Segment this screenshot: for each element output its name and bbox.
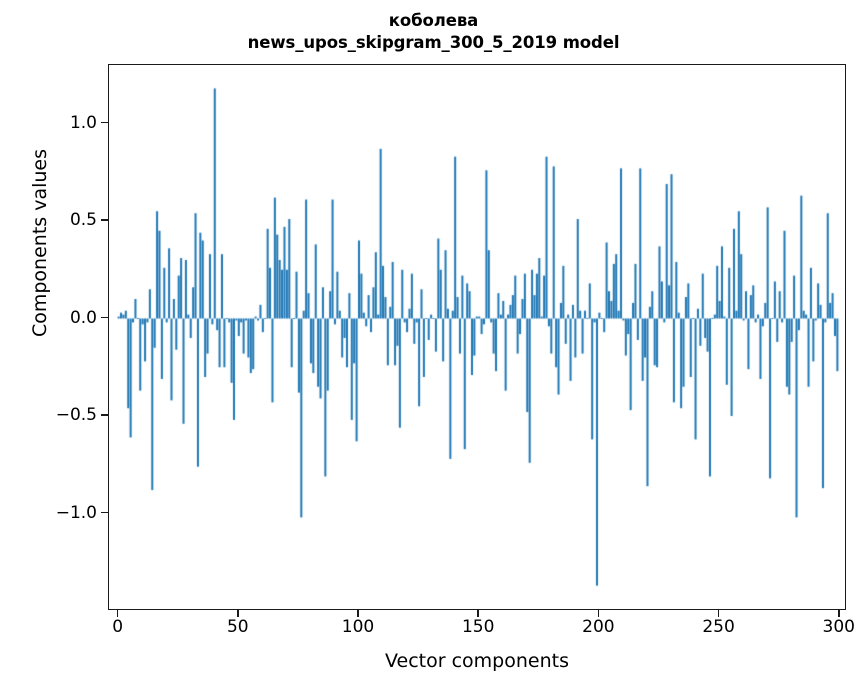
x-tick-label: 150 (461, 617, 495, 637)
x-tick-mark (357, 610, 359, 617)
y-tick-label: 0.0 (69, 307, 97, 328)
x-tick-label: 250 (702, 617, 735, 637)
chart-title-line-2: news_upos_skipgram_300_5_2019 model (247, 33, 620, 52)
x-tick-label: 300 (822, 617, 856, 637)
x-tick-mark (837, 610, 840, 617)
plot-axes (108, 64, 846, 610)
y-tick-mark (101, 414, 108, 416)
x-tick-mark (116, 610, 119, 617)
x-axis-label: Vector components (385, 650, 569, 672)
y-axis-label: Components values (29, 148, 51, 338)
x-tick-label: 200 (582, 617, 615, 637)
y-tick-label: 1.0 (69, 112, 97, 133)
y-tick-label: −0.5 (55, 405, 97, 425)
x-tick-mark (717, 610, 720, 617)
x-tick-mark (237, 610, 239, 617)
y-tick-mark (101, 121, 108, 124)
chart-title: коболева news_upos_skipgram_300_5_2019 m… (0, 10, 867, 54)
x-tick-label: 50 (226, 617, 249, 637)
chart-title-line-1: коболева (388, 11, 479, 30)
x-tick-mark (597, 610, 600, 617)
x-tick-mark (477, 610, 479, 617)
x-tick-label: 100 (341, 617, 375, 637)
y-axis-tick-area (0, 0, 108, 696)
y-tick-mark (101, 219, 108, 221)
y-tick-label: −1.0 (55, 502, 97, 523)
y-tick-label: 0.5 (69, 210, 97, 230)
y-tick-mark (101, 511, 108, 514)
bar-series-canvas (109, 65, 845, 609)
y-tick-mark (101, 316, 108, 319)
x-tick-label: 0 (112, 617, 124, 637)
